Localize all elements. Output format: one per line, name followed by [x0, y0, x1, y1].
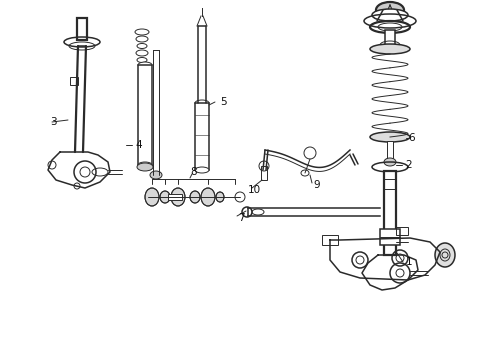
- Bar: [138, 65, 152, 165]
- Ellipse shape: [370, 44, 410, 54]
- Ellipse shape: [171, 188, 185, 206]
- Ellipse shape: [150, 171, 162, 179]
- Bar: [380, 229, 400, 245]
- Text: 7: 7: [238, 213, 245, 223]
- Ellipse shape: [384, 158, 396, 166]
- Ellipse shape: [138, 62, 152, 68]
- Text: 4: 4: [135, 140, 142, 150]
- Ellipse shape: [216, 192, 224, 202]
- Text: 9: 9: [313, 180, 319, 190]
- Ellipse shape: [145, 188, 159, 206]
- Ellipse shape: [372, 9, 408, 21]
- Text: 5: 5: [220, 97, 227, 107]
- Bar: [385, 30, 395, 45]
- Text: 2: 2: [405, 160, 412, 170]
- Ellipse shape: [376, 2, 404, 18]
- Text: 1: 1: [406, 257, 413, 267]
- Bar: [261, 166, 267, 180]
- Bar: [77, 18, 87, 40]
- Ellipse shape: [190, 191, 200, 203]
- Bar: [322, 235, 338, 245]
- Text: 8: 8: [190, 167, 196, 177]
- Bar: [396, 227, 408, 235]
- Text: 3: 3: [50, 117, 57, 127]
- Circle shape: [242, 207, 252, 217]
- Bar: [387, 141, 393, 162]
- Ellipse shape: [370, 132, 410, 142]
- Ellipse shape: [137, 163, 153, 171]
- Text: 6: 6: [408, 133, 415, 143]
- Ellipse shape: [435, 243, 455, 267]
- Bar: [384, 171, 396, 255]
- Bar: [195, 103, 209, 170]
- Ellipse shape: [160, 191, 170, 203]
- Ellipse shape: [195, 167, 209, 173]
- Ellipse shape: [195, 100, 209, 106]
- Bar: [70, 77, 78, 85]
- Ellipse shape: [151, 172, 161, 178]
- Ellipse shape: [201, 188, 215, 206]
- Text: 10: 10: [248, 185, 261, 195]
- Bar: [168, 194, 182, 200]
- Ellipse shape: [138, 162, 152, 168]
